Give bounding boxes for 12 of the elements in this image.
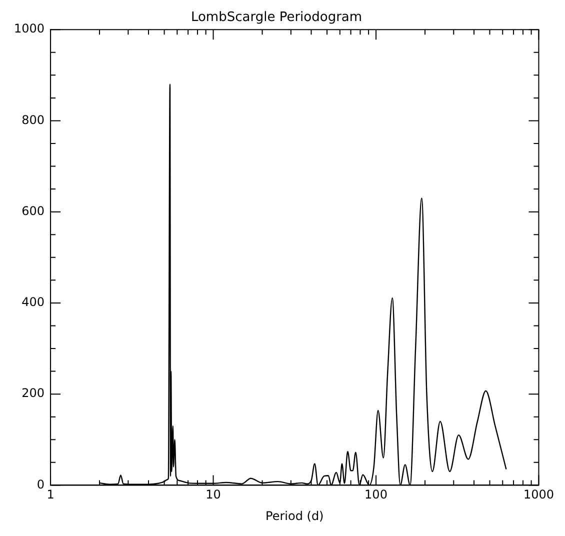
y-tick-label: 0 [36,477,45,492]
y-tick-label: 400 [22,295,45,310]
y-tick-label: 200 [22,386,45,400]
x-tick-label: 10 [206,488,221,502]
y-tick-label: 600 [22,204,45,218]
y-tick-label: 1000 [14,22,45,36]
x-tick-label: 1 [46,488,54,502]
chart-title: LombScargle Periodogram [190,10,362,26]
x-axis-title: Period (d) [266,508,324,523]
x-tick-label: 1000 [523,488,554,502]
y-tick-label: 800 [22,112,45,127]
x-tick-label: 100 [364,488,388,502]
